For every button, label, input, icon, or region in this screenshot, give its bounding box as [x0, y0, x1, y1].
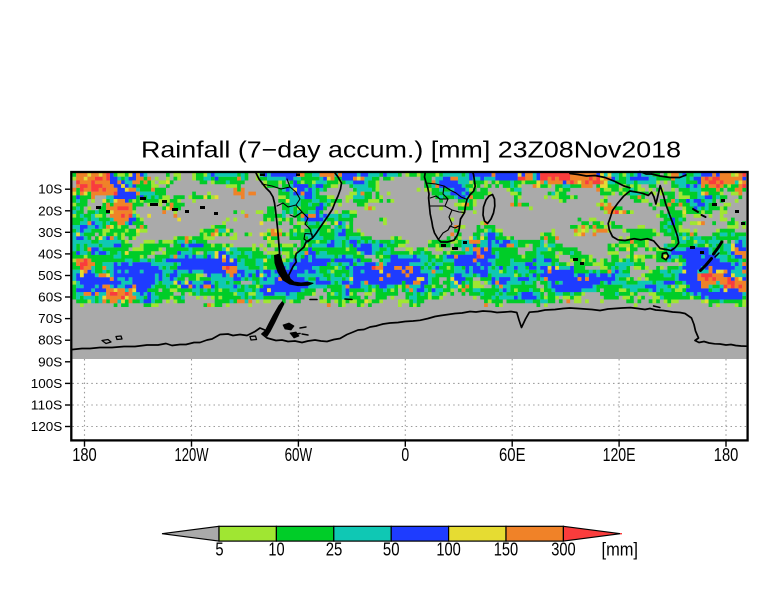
svg-text:40S: 40S [38, 247, 62, 261]
svg-text:300: 300 [551, 539, 575, 559]
svg-text:90S: 90S [38, 355, 62, 369]
svg-text:60E: 60E [499, 445, 526, 465]
svg-text:50: 50 [383, 539, 400, 559]
svg-text:100S: 100S [31, 377, 63, 391]
svg-text:10: 10 [268, 539, 284, 559]
svg-text:110S: 110S [31, 399, 62, 413]
svg-text:150: 150 [494, 539, 518, 559]
svg-text:50S: 50S [38, 269, 62, 283]
svg-text:20S: 20S [38, 204, 62, 218]
svg-text:100: 100 [436, 539, 460, 559]
svg-text:0: 0 [401, 445, 409, 465]
svg-text:5: 5 [215, 539, 223, 559]
svg-text:180: 180 [72, 445, 97, 465]
svg-text:Rainfall (7−day accum.) [mm] 2: Rainfall (7−day accum.) [mm] 23Z08Nov201… [141, 137, 681, 163]
svg-text:60W: 60W [285, 445, 313, 465]
svg-text:120E: 120E [603, 445, 636, 465]
svg-text:180: 180 [714, 445, 739, 465]
svg-text:120W: 120W [175, 445, 209, 465]
svg-text:80S: 80S [38, 334, 62, 348]
svg-text:25: 25 [326, 539, 343, 559]
svg-text:[mm]: [mm] [602, 539, 639, 559]
svg-text:120S: 120S [31, 420, 63, 434]
svg-text:30S: 30S [38, 226, 62, 240]
svg-text:10S: 10S [38, 183, 62, 197]
svg-text:60S: 60S [38, 291, 62, 305]
svg-text:70S: 70S [38, 312, 62, 326]
